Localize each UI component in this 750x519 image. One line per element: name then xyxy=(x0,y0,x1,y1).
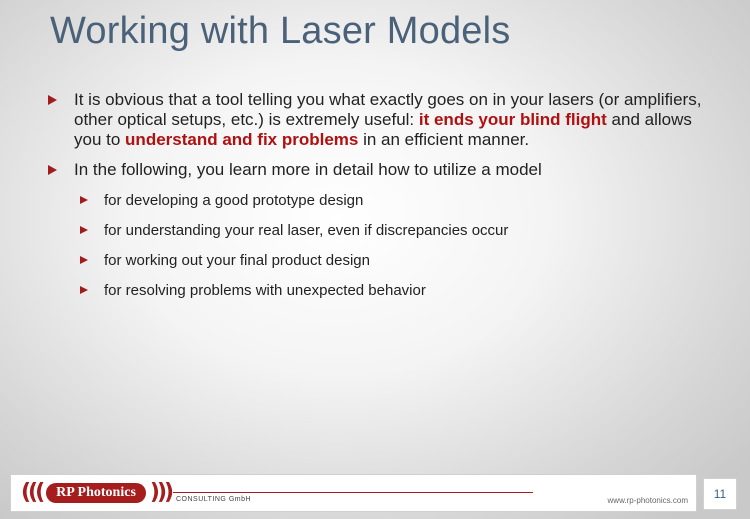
company-logo[interactable]: ((( RP Photonics ))) xyxy=(21,480,174,505)
bullet-arrow-icon xyxy=(80,226,88,234)
bullet-arrow-icon xyxy=(80,196,88,204)
bullet-text: In the following, you learn more in deta… xyxy=(74,160,542,179)
bullet-item: It is obvious that a tool telling you wh… xyxy=(48,90,708,150)
highlight-text: it ends your blind flight xyxy=(418,110,607,129)
sub-bullet-item: for developing a good prototype design xyxy=(48,192,708,210)
highlight-text: understand and fix problems xyxy=(125,130,359,149)
sub-bullet-text: for understanding your real laser, even … xyxy=(104,222,509,239)
sub-bullet-text: for developing a good prototype design xyxy=(104,192,364,209)
bullet-arrow-icon xyxy=(48,165,57,175)
footer-bar: ((( RP Photonics ))) CONSULTING GmbH www… xyxy=(10,474,697,512)
slide-title: Working with Laser Models xyxy=(50,10,511,52)
bullet-item: In the following, you learn more in deta… xyxy=(48,160,708,180)
bullet-text: It is obvious that a tool telling you wh… xyxy=(74,90,702,129)
sub-bullet-text: for resolving problems with unexpected b… xyxy=(104,282,426,299)
bullet-arrow-icon xyxy=(80,286,88,294)
bullet-arrow-icon xyxy=(80,256,88,264)
sub-bullet-item: for working out your final product desig… xyxy=(48,252,708,270)
consulting-label: CONSULTING GmbH xyxy=(176,496,252,503)
footer-divider xyxy=(173,492,533,493)
website-url[interactable]: www.rp-photonics.com xyxy=(607,496,688,505)
slide-content: It is obvious that a tool telling you wh… xyxy=(48,90,708,312)
bullet-arrow-icon xyxy=(48,95,57,105)
bullet-text: in an efficient manner. xyxy=(358,130,530,149)
sub-bullet-text: for working out your final product desig… xyxy=(104,252,370,269)
sub-bullet-item: for resolving problems with unexpected b… xyxy=(48,282,708,300)
logo-text: RP Photonics xyxy=(46,483,146,503)
logo-left-waves: ((( xyxy=(21,480,45,505)
bullet-text: and allows you to xyxy=(74,110,692,149)
logo-right-waves: ))) xyxy=(149,480,174,505)
sub-bullet-item: for understanding your real laser, even … xyxy=(48,222,708,240)
page-number: 11 xyxy=(703,478,737,510)
